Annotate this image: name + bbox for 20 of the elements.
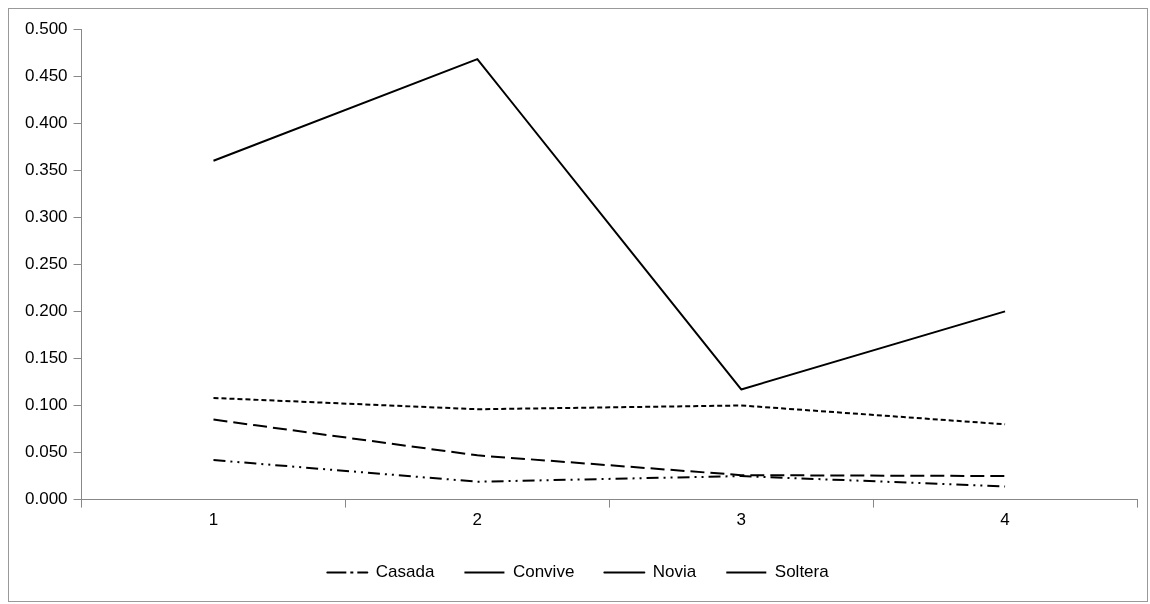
x-tick-label: 3 xyxy=(736,510,746,530)
y-tick-label: 0.300 xyxy=(24,206,68,226)
legend-label: Casada xyxy=(375,562,435,582)
y-tick-label: 0.400 xyxy=(24,112,68,132)
legend-label: Convive xyxy=(512,562,575,582)
x-tick-label: 2 xyxy=(472,510,483,530)
y-tick-label: 0.100 xyxy=(24,395,68,415)
legend-label: Soltera xyxy=(774,562,830,582)
y-tick-label: 0.000 xyxy=(24,489,68,509)
x-tick-label: 1 xyxy=(208,510,219,530)
line-series xyxy=(212,396,1007,426)
y-tick-label: 0.500 xyxy=(24,18,68,38)
y-tick-label: 0.350 xyxy=(24,159,68,179)
y-tick-label: 0.050 xyxy=(24,442,68,462)
x-tick-label: 4 xyxy=(1000,510,1010,530)
y-tick-label: 0.250 xyxy=(24,253,68,273)
y-tick-label: 0.150 xyxy=(24,348,68,368)
y-tick-label: 0.450 xyxy=(24,65,68,85)
y-tick-label: 0.200 xyxy=(24,301,68,321)
legend-label: Novia xyxy=(652,562,697,582)
